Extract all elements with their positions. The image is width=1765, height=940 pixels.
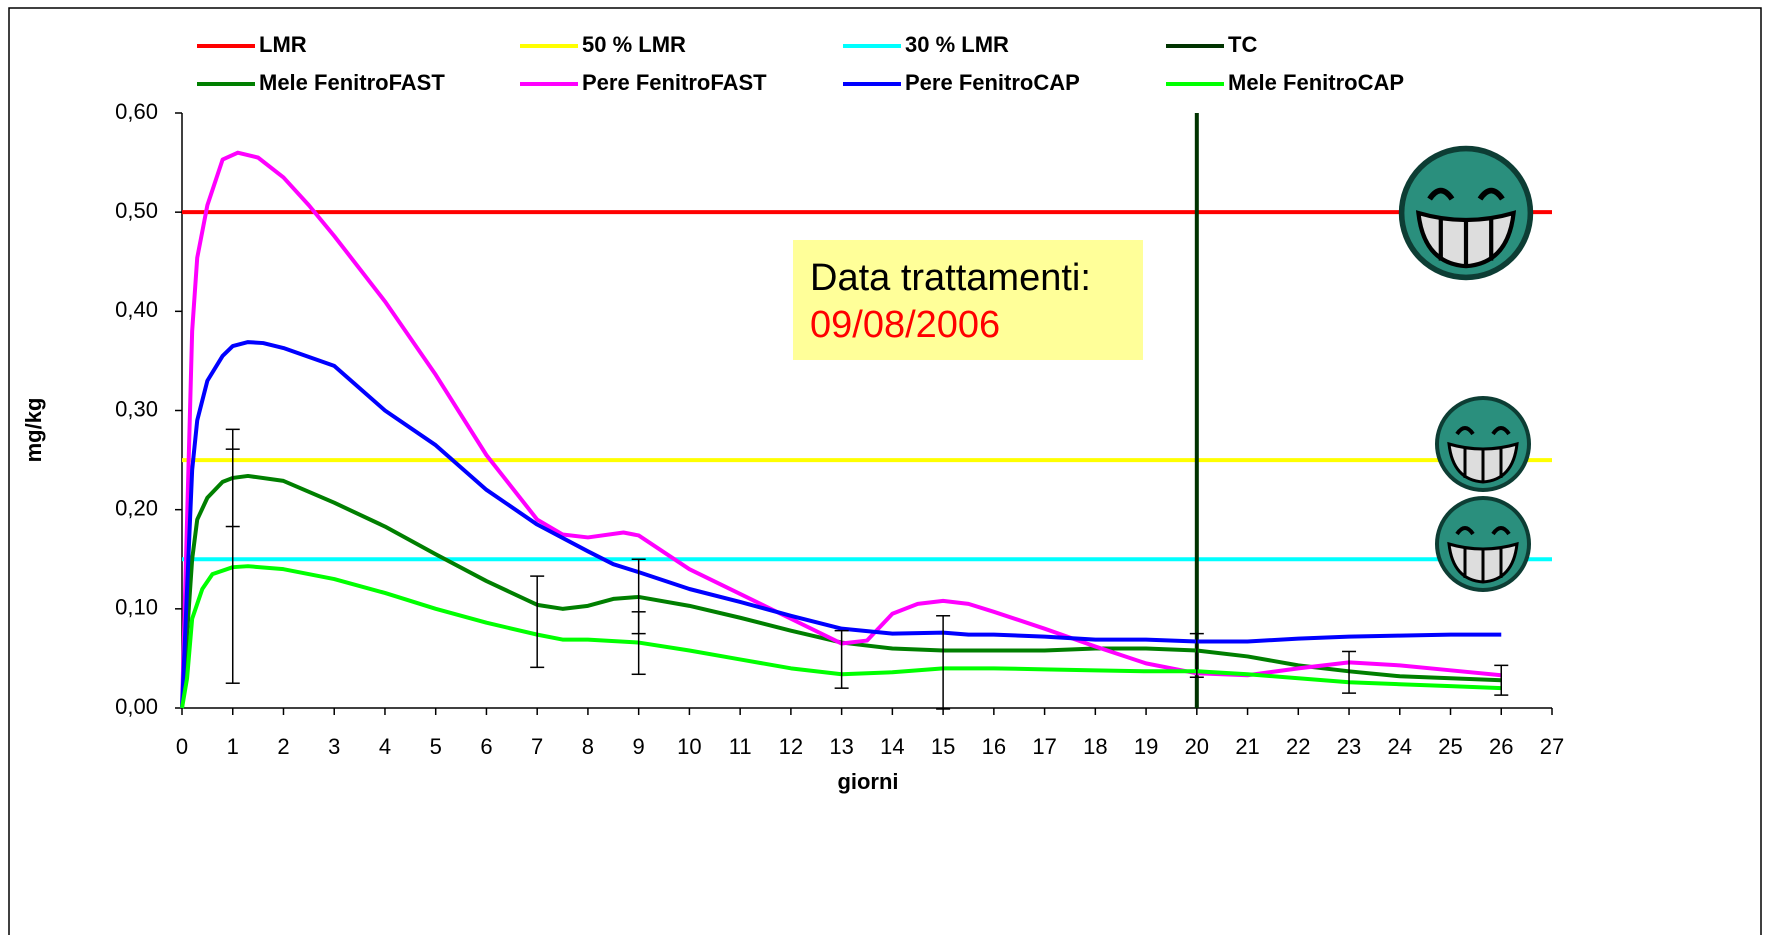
x-tick-label: 18 bbox=[1083, 734, 1107, 759]
x-tick-label: 6 bbox=[480, 734, 492, 759]
x-tick-label: 11 bbox=[729, 734, 752, 759]
series-line bbox=[180, 340, 1502, 709]
x-tick-label: 22 bbox=[1286, 734, 1310, 759]
x-tick-label: 26 bbox=[1489, 734, 1513, 759]
x-tick-label: 5 bbox=[430, 734, 442, 759]
legend-label: Mele FenitroFAST bbox=[259, 70, 445, 95]
error-bar bbox=[936, 615, 951, 710]
x-tick-label: 19 bbox=[1134, 734, 1158, 759]
x-tick-label: 12 bbox=[779, 734, 803, 759]
y-tick-label: 0,40 bbox=[115, 297, 158, 322]
y-axis-title: mg/kg bbox=[21, 398, 46, 463]
legend-label: 30 % LMR bbox=[905, 32, 1009, 57]
series-line bbox=[180, 564, 1502, 709]
error-bar bbox=[530, 575, 545, 669]
smileys bbox=[1398, 145, 1534, 592]
x-tick-label: 2 bbox=[277, 734, 289, 759]
legend-label: LMR bbox=[259, 32, 307, 57]
legend-label: Pere FenitroCAP bbox=[905, 70, 1080, 95]
x-tick-label: 23 bbox=[1337, 734, 1361, 759]
legend-label: Mele FenitroCAP bbox=[1228, 70, 1404, 95]
x-tick-label: 3 bbox=[328, 734, 340, 759]
annotation-box bbox=[793, 240, 1143, 360]
error-bar bbox=[834, 629, 849, 689]
legend-label: 50 % LMR bbox=[582, 32, 686, 57]
y-tick-label: 0,50 bbox=[115, 198, 158, 223]
smiley bbox=[1398, 145, 1534, 281]
x-tick-label: 14 bbox=[880, 734, 904, 759]
x-tick-label: 20 bbox=[1185, 734, 1209, 759]
x-tick-label: 25 bbox=[1438, 734, 1462, 759]
x-tick-label: 1 bbox=[227, 734, 239, 759]
error-bar bbox=[225, 448, 240, 528]
annotation-date: 09/08/2006 bbox=[810, 304, 1000, 346]
error-bar bbox=[1494, 664, 1509, 696]
x-tick-label: 16 bbox=[982, 734, 1006, 759]
legend-label: Pere FenitroFAST bbox=[582, 70, 767, 95]
x-tick-label: 17 bbox=[1032, 734, 1056, 759]
y-tick-label: 0,20 bbox=[115, 495, 158, 520]
x-axis-title: giorni bbox=[837, 769, 898, 794]
x-tick-label: 9 bbox=[633, 734, 645, 759]
plot: 0,000,100,200,300,400,500,600 1 2 3 4 5 6 7 8 9 10… bbox=[115, 99, 1564, 759]
y-tick-label: 0,30 bbox=[115, 396, 158, 421]
error-bar bbox=[1189, 632, 1204, 679]
annotation-label: Data trattamenti: bbox=[810, 257, 1091, 299]
x-tick-label: 4 bbox=[379, 734, 391, 759]
x-tick-label: 21 bbox=[1235, 734, 1259, 759]
error-bar bbox=[1342, 650, 1357, 694]
x-tick-label: 7 bbox=[531, 734, 543, 759]
x-tick-label: 10 bbox=[677, 734, 701, 759]
y-tick-label: 0,10 bbox=[115, 595, 158, 620]
x-tick-label: 15 bbox=[931, 734, 955, 759]
smiley bbox=[1435, 496, 1531, 592]
error-bar bbox=[631, 611, 646, 635]
x-tick-label: 24 bbox=[1388, 734, 1412, 759]
x-tick-label: 27 bbox=[1540, 734, 1564, 759]
smiley bbox=[1435, 396, 1531, 492]
x-tick-label: 13 bbox=[829, 734, 853, 759]
series-line bbox=[180, 473, 1502, 709]
x-tick-label: 8 bbox=[582, 734, 594, 759]
legend-label: TC bbox=[1228, 32, 1257, 57]
y-tick-label: 0,60 bbox=[115, 99, 158, 124]
y-tick-label: 0,00 bbox=[115, 694, 158, 719]
x-tick-label: 0 bbox=[176, 734, 188, 759]
